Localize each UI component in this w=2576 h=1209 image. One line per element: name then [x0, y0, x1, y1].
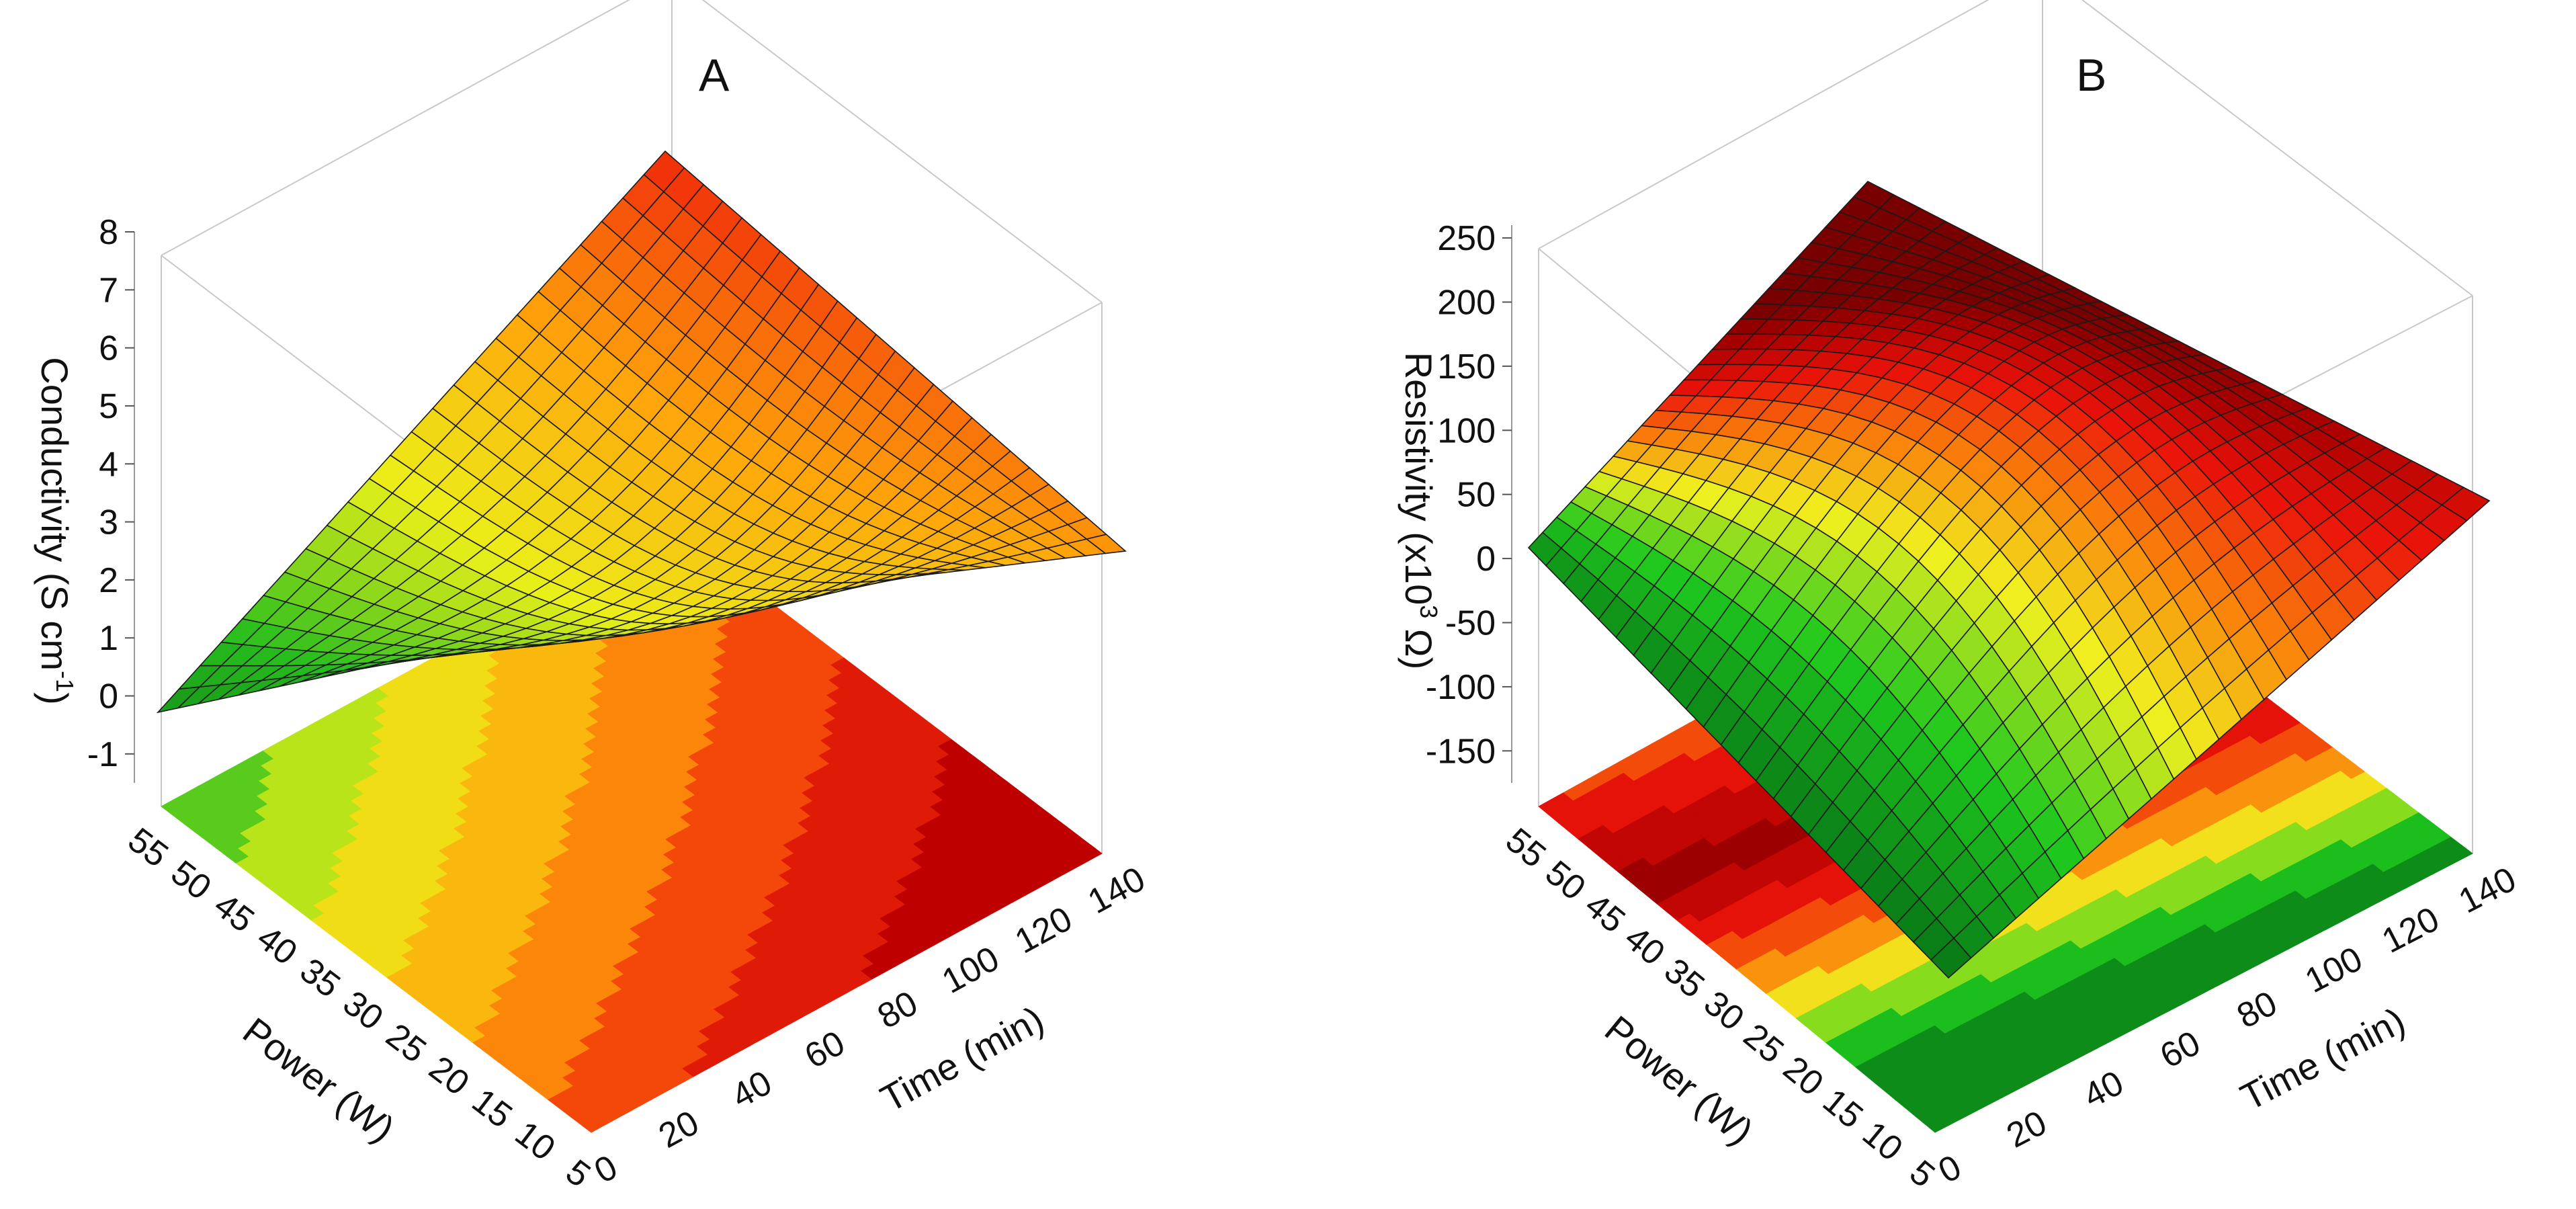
power-tick-label: 55: [1498, 821, 1553, 876]
panel-letter: A: [699, 50, 730, 101]
power-axis-title: Power (W): [235, 1009, 402, 1151]
power-tick-label: 45: [207, 886, 261, 940]
z-tick-label: 8: [99, 213, 118, 252]
power-axis-title: Power (W): [1597, 1007, 1761, 1153]
z-tick-label: 0: [99, 677, 118, 716]
power-tick-label: 30: [336, 983, 390, 1038]
z-tick-label: -150: [1426, 732, 1496, 771]
z-tick-label: 3: [99, 503, 118, 542]
z-tick-label: 50: [1457, 476, 1496, 515]
z-axis: -1 0 1 2 3 4 5 6 7 8 Conductivity (S cm-1): [34, 213, 135, 783]
power-tick-label: 50: [1538, 853, 1593, 909]
power-tick-label: 10: [1855, 1114, 1910, 1169]
z-tick-label: 100: [1437, 411, 1496, 450]
z-tick-label: 250: [1437, 219, 1496, 258]
power-tick-label: 15: [465, 1081, 519, 1136]
power-tick-label: 30: [1697, 984, 1752, 1039]
power-tick-label: 55: [121, 821, 175, 875]
z-tick-label: 5: [99, 387, 118, 426]
power-tick-label: 20: [1776, 1049, 1831, 1104]
panel-a: -1 0 1 2 3 4 5 6 7 8 Conductivity (S cm-1)0 20 40 60 8…: [34, 0, 1152, 1195]
time-tick-label: 40: [2077, 1063, 2130, 1116]
z-tick-label: 4: [99, 445, 118, 484]
power-tick-label: 50: [164, 853, 218, 907]
power-tick-label: 40: [1617, 919, 1672, 974]
time-tick-label: 20: [652, 1103, 705, 1156]
power-tick-label: 40: [250, 918, 304, 972]
time-tick-label: 60: [2154, 1024, 2206, 1076]
time-tick-label: 140: [1082, 860, 1152, 921]
z-tick-label: 1: [99, 619, 118, 658]
time-tick-label: 80: [871, 984, 925, 1037]
response-surface: [156, 150, 1127, 714]
box-edge: [2081, 0, 2473, 296]
time-tick-label: 20: [2000, 1103, 2053, 1156]
z-tick-label: -1: [87, 735, 118, 774]
time-tick-label: 120: [2376, 899, 2446, 960]
z-tick-label: 0: [1476, 540, 1496, 579]
z-tick-label: -50: [1445, 603, 1496, 642]
power-tick-label: 45: [1578, 886, 1633, 941]
power-tick-label: 15: [1815, 1081, 1871, 1136]
z-tick-label: 150: [1437, 347, 1496, 386]
time-tick-label: 140: [2452, 860, 2522, 921]
power-tick-label: 20: [422, 1048, 476, 1103]
panel-b: -150 -100 -50 0 50 100 150 200 250 Resistivity (x…: [1398, 0, 2522, 1195]
z-tick-label: 7: [99, 271, 118, 310]
z-axis: -150 -100 -50 0 50 100 150 200 250 Resistivity (x…: [1398, 219, 1512, 783]
power-tick-label: 25: [379, 1016, 433, 1071]
box-edge: [161, 0, 630, 256]
power-tick-label: 35: [293, 951, 347, 1005]
time-tick-label: 100: [2299, 940, 2369, 1001]
z-tick-label: 6: [99, 329, 118, 368]
time-tick-label: 60: [798, 1024, 851, 1077]
z-tick-label: 2: [99, 561, 118, 600]
time-tick-label: 40: [726, 1063, 779, 1116]
z-axis-title: Resistivity (x103 Ω): [1398, 352, 1443, 670]
time-tick-label: 80: [2231, 984, 2283, 1036]
power-tick-label: 25: [1736, 1016, 1791, 1071]
box-edge: [701, 0, 1103, 303]
time-tick-label: 100: [936, 939, 1006, 1001]
box-edge: [1538, 0, 1989, 249]
power-tick-label: 10: [508, 1114, 562, 1168]
time-tick-label: 120: [1008, 899, 1078, 961]
power-tick-label: 35: [1657, 951, 1712, 1006]
z-tick-label: 200: [1437, 283, 1496, 322]
panel-letter: B: [2076, 50, 2106, 101]
z-tick-label: -100: [1426, 668, 1496, 707]
z-axis-title: Conductivity (S cm-1): [34, 357, 79, 704]
